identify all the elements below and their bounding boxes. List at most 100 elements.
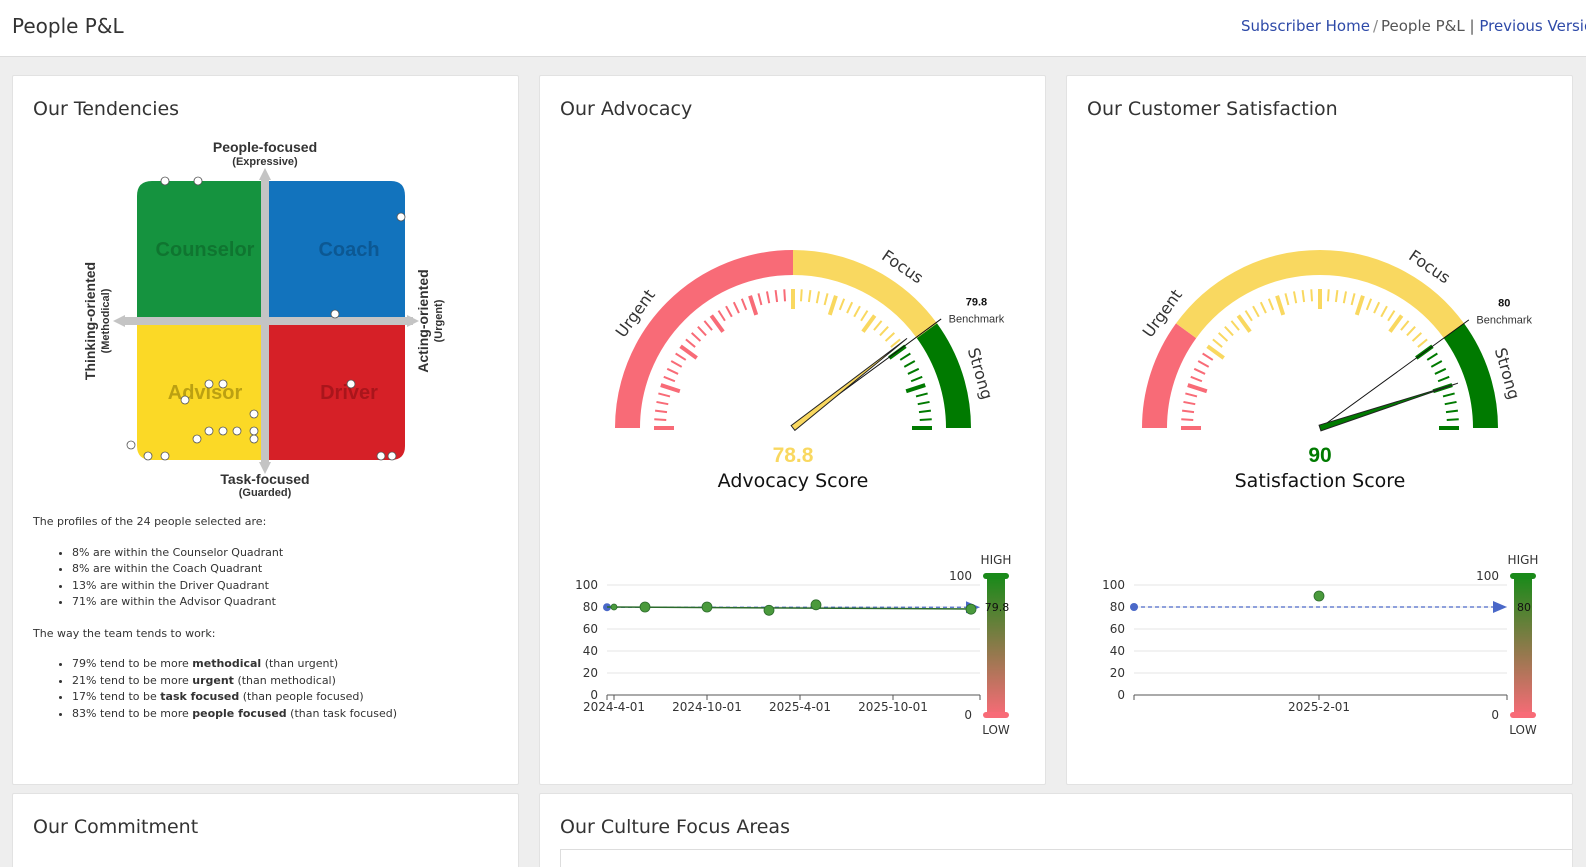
driver-quadrant bbox=[265, 321, 405, 460]
person-dot bbox=[249, 409, 259, 419]
trend-data-point bbox=[1313, 590, 1325, 602]
person-dot bbox=[204, 379, 214, 389]
person-dot bbox=[204, 426, 214, 436]
gauge-tick bbox=[1197, 360, 1210, 368]
gauge-tick bbox=[815, 291, 821, 304]
gauge-tick bbox=[853, 305, 861, 318]
trend-data-point bbox=[763, 604, 775, 616]
trend-y-tick-label: 80 bbox=[1110, 600, 1125, 614]
trend-data-point bbox=[610, 603, 618, 611]
trend-data-point bbox=[810, 599, 822, 611]
gauge-tick bbox=[654, 409, 668, 414]
trend-benchmark-arrow-icon bbox=[1493, 601, 1507, 613]
gauge-tick bbox=[1373, 301, 1381, 314]
work-list: 79% tend to be more methodical (than urg… bbox=[72, 656, 513, 722]
horizontal-axis bbox=[123, 317, 413, 325]
gauge-tick bbox=[1181, 418, 1194, 422]
gauge-tick bbox=[717, 310, 726, 322]
commitment-card: Our Commitment bbox=[12, 793, 519, 867]
gauge-tick bbox=[1284, 293, 1290, 306]
axis-right-label: Acting-oriented bbox=[415, 269, 431, 372]
trend-x-tick-label: 2024-10-01 bbox=[672, 700, 742, 714]
trend-data-point bbox=[639, 601, 651, 613]
gauge-tick bbox=[660, 383, 681, 394]
gauge-zone-band bbox=[1176, 250, 1464, 339]
trend-y-tick-label: 20 bbox=[1110, 666, 1125, 680]
person-dot bbox=[126, 440, 136, 450]
trend-scale-cap-bottom bbox=[1510, 712, 1536, 718]
breadcrumb-previous-version-link[interactable]: Previous Version bbox=[1479, 17, 1586, 35]
axis-bottom-sublabel: (Guarded) bbox=[239, 487, 292, 499]
gauge-tick bbox=[732, 301, 740, 314]
trend-x-tick-label: 2025-2-01 bbox=[1288, 700, 1350, 714]
gauge-tick bbox=[873, 320, 883, 331]
gauge-tick bbox=[1434, 367, 1447, 375]
gauge-tick bbox=[656, 400, 669, 406]
gauge-tick bbox=[910, 375, 923, 383]
satisfaction-gauge: UrgentFocusStrong80Benchmark90Satisfacti… bbox=[1139, 246, 1533, 492]
trend-data-point bbox=[701, 601, 713, 613]
work-text: 17% tend to be bbox=[72, 690, 161, 703]
gauge-tick bbox=[1275, 295, 1286, 316]
work-text: 83% tend to be more bbox=[72, 706, 193, 720]
person-dot bbox=[232, 426, 242, 436]
trend-y-tick-label: 0 bbox=[590, 688, 598, 702]
tendencies-card: Our Tendencies Counselor Coach Advisor D… bbox=[12, 75, 519, 785]
gauge-tick bbox=[670, 360, 683, 368]
trend-scale-cap-top bbox=[983, 573, 1009, 579]
gauge-tick bbox=[1387, 310, 1396, 322]
trend-scale-top-value: 100 bbox=[1476, 569, 1499, 583]
breadcrumb-home-link[interactable]: Subscriber Home bbox=[1241, 17, 1370, 35]
trend-scale-top-value: 100 bbox=[949, 569, 972, 583]
gauge-tick bbox=[658, 392, 671, 398]
person-dot bbox=[193, 176, 203, 186]
gauge-tick bbox=[879, 325, 889, 337]
gauge-tick bbox=[915, 392, 928, 398]
trend-score-scale-bar bbox=[987, 576, 1005, 716]
trend-y-tick-label: 80 bbox=[583, 600, 598, 614]
gauge-tick bbox=[685, 338, 696, 348]
advocacy-card: Our Advocacy Urgent Focus Strong 79.8 Benchm… bbox=[539, 75, 1046, 785]
gauge-tick bbox=[919, 418, 932, 422]
gauge-tick bbox=[1444, 400, 1457, 406]
gauge-tick bbox=[1417, 338, 1428, 348]
profiles-intro: The profiles of the 24 people selected a… bbox=[33, 515, 267, 528]
gauge-tick bbox=[1380, 305, 1388, 318]
gauge-tick bbox=[679, 344, 698, 360]
gauge-tick bbox=[838, 298, 846, 311]
driver-label: Driver bbox=[320, 382, 378, 404]
tendencies-summary: The profiles of the 24 people selected a… bbox=[33, 514, 513, 737]
gauge-tick bbox=[663, 375, 676, 383]
trend-x-tick-label: 2024-4-01 bbox=[583, 700, 645, 714]
person-dot bbox=[218, 379, 228, 389]
tendencies-title: Our Tendencies bbox=[33, 98, 180, 120]
profiles-list: 8% are within the Counselor Quadrant 8% … bbox=[72, 545, 513, 611]
gauge-tick bbox=[1388, 314, 1404, 333]
gauge-score-value: 90 bbox=[1308, 444, 1331, 467]
gauge-tick bbox=[725, 305, 733, 318]
axis-left-label: Thinking-oriented bbox=[82, 262, 98, 380]
gauge-tick bbox=[890, 338, 901, 348]
coach-quadrant bbox=[265, 181, 405, 321]
trend-data-point bbox=[965, 603, 977, 615]
advocacy-title: Our Advocacy bbox=[560, 98, 693, 120]
gauge-tick bbox=[1326, 289, 1330, 302]
trend-scale-high-label: HIGH bbox=[981, 553, 1012, 567]
axis-right-sublabel: (Urgent) bbox=[433, 299, 445, 342]
gauge-tick bbox=[703, 320, 713, 331]
benchmark-value: 80 bbox=[1498, 298, 1510, 310]
gauge-tick bbox=[1445, 409, 1459, 414]
work-bold: people focused bbox=[192, 706, 287, 720]
counselor-quadrant bbox=[137, 181, 265, 321]
axis-arrow-down-icon bbox=[259, 462, 271, 474]
gauge-tick bbox=[1236, 314, 1252, 333]
trend-fit-line bbox=[606, 606, 975, 610]
person-dot bbox=[143, 451, 153, 461]
axis-top-sublabel: (Expressive) bbox=[232, 156, 298, 168]
gauge-tick bbox=[654, 418, 667, 422]
person-dot bbox=[192, 434, 202, 444]
gauge-zone-band bbox=[615, 250, 794, 429]
gauge-tick bbox=[1301, 289, 1306, 303]
gauge-zone-band bbox=[1142, 323, 1197, 429]
gauge-tick bbox=[1181, 409, 1195, 414]
